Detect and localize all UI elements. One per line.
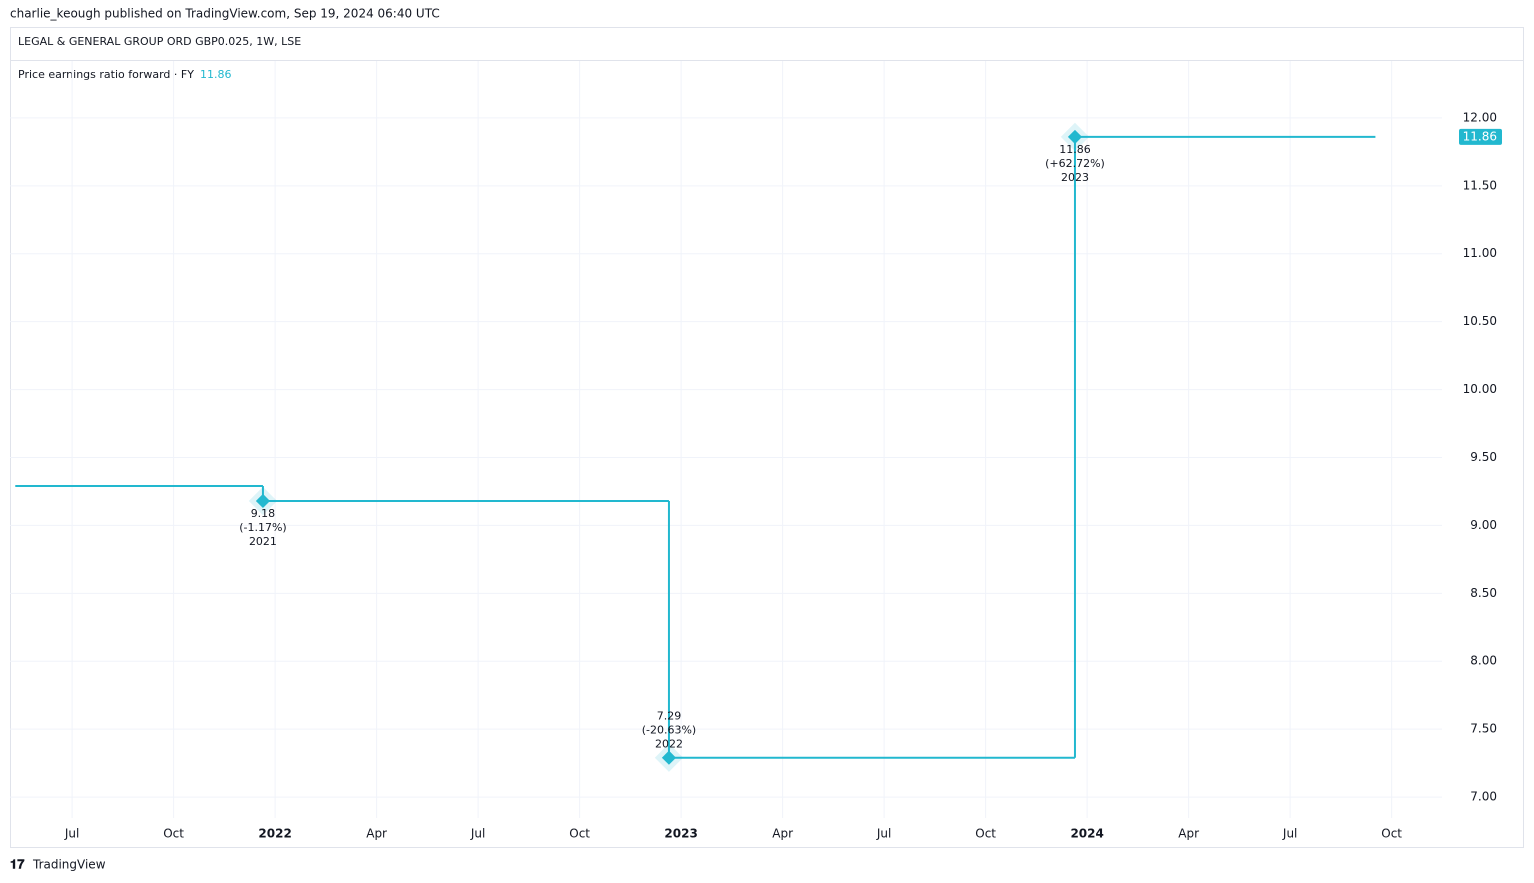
x-tick-label: Jul — [64, 827, 79, 841]
annotation-period: 2022 — [655, 738, 683, 751]
chart-title: LEGAL & GENERAL GROUP ORD GBP0.025, 1W, … — [18, 35, 301, 48]
y-tick-label: 11.00 — [1463, 246, 1497, 260]
x-tick-label: Jul — [470, 827, 485, 841]
annotation-period: 2021 — [249, 535, 277, 548]
x-tick-label: Jul — [1282, 827, 1297, 841]
y-tick-label: 9.50 — [1470, 450, 1497, 464]
y-tick-label: 9.00 — [1470, 518, 1497, 532]
x-tick-label: Apr — [1178, 827, 1199, 841]
x-tick-label: Oct — [569, 827, 590, 841]
x-tick-label: Oct — [1381, 827, 1402, 841]
y-tick-label: 8.50 — [1470, 586, 1497, 600]
brand-name: TradingView — [32, 858, 106, 872]
y-tick-label: 11.50 — [1463, 178, 1497, 192]
published-line: charlie_keough published on TradingView.… — [10, 7, 440, 21]
y-tick-label: 7.00 — [1470, 790, 1497, 804]
annotation-period: 2023 — [1061, 171, 1089, 184]
x-tick-label: 2024 — [1070, 827, 1103, 841]
y-tick-label: 10.00 — [1463, 382, 1497, 396]
annotation-change: (+62.72%) — [1045, 157, 1105, 170]
x-tick-label: 2022 — [258, 827, 291, 841]
chart-frame — [10, 27, 1524, 848]
brand-logo: 𝟏𝟕 — [10, 858, 25, 873]
x-tick-label: Jul — [876, 827, 891, 841]
x-tick-label: Apr — [366, 827, 387, 841]
legend-label: Price earnings ratio forward · FY — [18, 68, 194, 81]
marker — [255, 493, 271, 509]
y-tick-label: 10.50 — [1463, 314, 1497, 328]
price-tag-label: 11.86 — [1463, 129, 1497, 143]
x-tick-label: Oct — [163, 827, 184, 841]
y-tick-label: 12.00 — [1463, 110, 1497, 124]
brand: 𝟏𝟕 TradingView — [10, 858, 106, 873]
x-tick-label: 2023 — [664, 827, 697, 841]
marker — [1067, 129, 1083, 145]
legend-value: 11.86 — [200, 68, 232, 81]
y-tick-label: 7.50 — [1470, 722, 1497, 736]
annotation-change: (-20.63%) — [642, 724, 697, 737]
x-tick-label: Oct — [975, 827, 996, 841]
annotation-value: 9.18 — [251, 507, 276, 520]
x-tick-label: Apr — [772, 827, 793, 841]
y-tick-label: 8.00 — [1470, 654, 1497, 668]
marker — [661, 750, 677, 765]
annotation-change: (-1.17%) — [239, 521, 287, 534]
price-tag — [1459, 128, 1502, 145]
annotation-value: 7.29 — [657, 710, 682, 723]
annotation-value: 11.86 — [1059, 143, 1091, 156]
